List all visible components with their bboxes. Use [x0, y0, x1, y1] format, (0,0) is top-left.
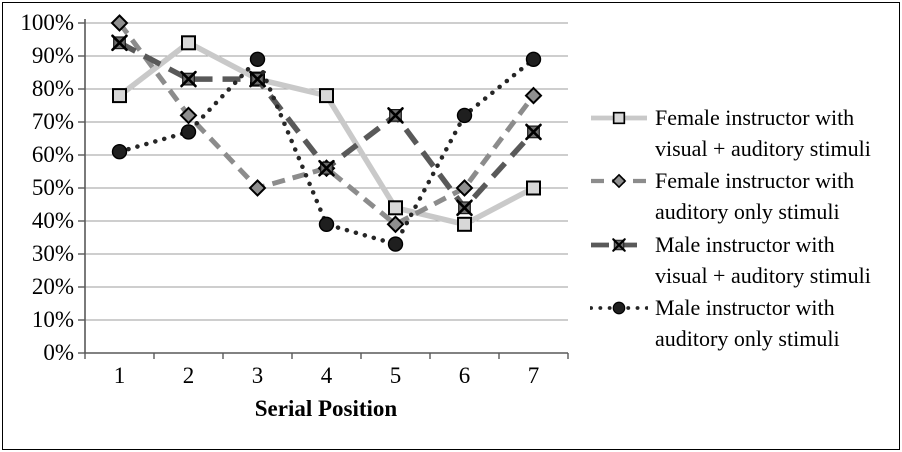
series-marker-female-auditory-only-icon: [248, 179, 267, 197]
y-axis-tick-label: 90%: [31, 43, 74, 68]
legend-item-female-auditory-only: Female instructor with auditory only stim…: [590, 159, 854, 227]
legend-item-label: Male instructor with visual + auditory st…: [655, 232, 871, 288]
series-marker-female-visual-auditory-icon: [112, 88, 127, 104]
legend-square-marker-icon: [591, 111, 647, 125]
series-marker-male-visual-auditory-icon: [525, 123, 542, 141]
series-marker-female-auditory-only-icon: [455, 179, 474, 197]
y-axis-tick-label: 60%: [31, 142, 74, 167]
series-marker-male-visual-auditory-icon: [387, 107, 404, 124]
x-axis-tick-label: 1: [113, 363, 126, 388]
series-marker-male-auditory-only-icon: [180, 124, 197, 140]
y-axis-tick-label: 100%: [20, 10, 74, 35]
legend-diamond-marker-icon: [591, 173, 647, 189]
series-marker-female-visual-auditory-icon: [526, 180, 541, 196]
y-axis-tick-label: 0%: [43, 340, 74, 365]
y-axis-tick-label: 50%: [31, 175, 74, 200]
series-marker-male-visual-auditory-icon: [612, 238, 626, 252]
series-marker-male-visual-auditory-icon: [318, 159, 335, 177]
legend-circle-marker-icon: [590, 301, 648, 315]
series-marker-female-auditory-only-icon: [386, 215, 405, 234]
y-axis-tick-label: 20%: [31, 274, 74, 299]
series-marker-male-auditory-only-icon: [318, 216, 335, 233]
series-marker-female-auditory-only-icon: [524, 86, 543, 105]
series-marker-male-visual-auditory-icon: [111, 34, 128, 52]
series-marker-male-auditory-only-icon: [249, 51, 266, 67]
legend-x-square-marker-icon: [591, 238, 647, 252]
legend-item-label: Male instructor with auditory only stimul…: [655, 295, 840, 351]
y-axis-tick-label: 80%: [31, 76, 74, 101]
series-marker-female-auditory-only-icon: [110, 14, 129, 32]
series-line-male-visual-auditory: [118, 40, 536, 213]
x-axis-tick-label: 6: [458, 363, 471, 388]
y-axis-tick-label: 40%: [31, 208, 74, 233]
series-marker-female-visual-auditory-icon: [388, 200, 403, 216]
series-marker-female-visual-auditory-icon: [612, 111, 626, 125]
y-axis-tick-label: 10%: [31, 307, 74, 332]
x-axis-tick-label: 7: [527, 363, 540, 388]
series-marker-male-auditory-only-icon: [525, 51, 542, 67]
series-marker-female-auditory-only-icon: [611, 173, 627, 189]
series-line-female-auditory-only: [117, 21, 536, 228]
legend-item-female-visual-auditory: Female instructor with visual + auditory …: [590, 96, 871, 164]
series-marker-female-visual-auditory-icon: [319, 88, 334, 104]
series-marker-male-auditory-only-icon: [456, 107, 473, 124]
series-marker-male-visual-auditory-icon: [456, 199, 473, 217]
series-marker-female-visual-auditory-icon: [457, 216, 472, 232]
x-axis-tick-label: 3: [251, 363, 264, 388]
series-marker-male-auditory-only-icon: [387, 236, 404, 252]
x-axis-tick-label: 2: [182, 363, 195, 388]
series-marker-male-visual-auditory-icon: [180, 70, 197, 88]
x-axis-tick-label: 5: [389, 363, 402, 388]
series-marker-female-auditory-only-icon: [179, 106, 198, 125]
y-axis-tick-label: 70%: [31, 109, 74, 134]
x-axis-tick-label: 4: [320, 363, 333, 388]
series-marker-female-visual-auditory-icon: [181, 35, 196, 51]
legend-item-label: Female instructor with auditory only stim…: [655, 168, 855, 224]
series-marker-male-auditory-only-icon: [111, 143, 128, 160]
x-axis-title: Serial Position: [254, 396, 398, 421]
y-axis-tick-label: 30%: [31, 241, 74, 266]
legend-item-male-auditory-only: Male instructor with auditory only stimul…: [590, 286, 840, 354]
series-marker-male-auditory-only-icon: [612, 301, 626, 315]
legend-item-male-visual-auditory: Male instructor with visual + auditory st…: [590, 223, 871, 291]
legend-item-label: Female instructor with visual + auditory …: [655, 105, 871, 161]
